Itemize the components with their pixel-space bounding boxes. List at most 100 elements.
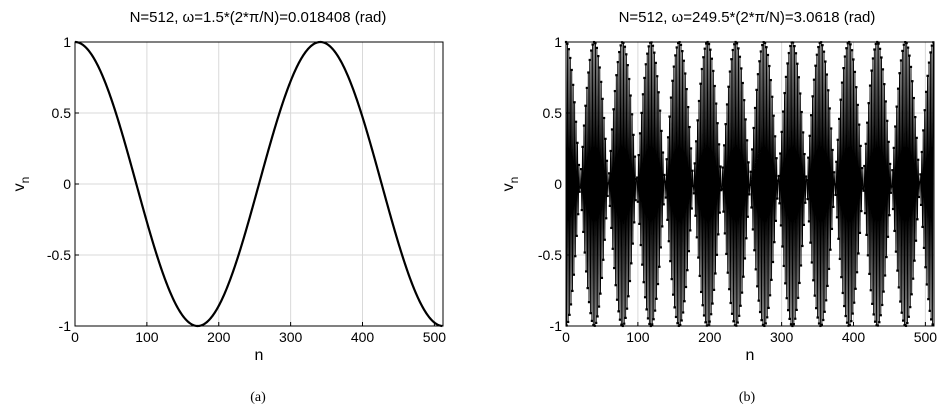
data-point — [705, 42, 708, 45]
data-point — [794, 52, 798, 55]
data-point — [759, 50, 762, 53]
data-point — [610, 128, 614, 131]
data-point — [585, 270, 588, 273]
data-point — [753, 106, 757, 110]
data-point — [569, 56, 572, 60]
data-point — [835, 216, 839, 219]
data-point — [774, 219, 777, 222]
data-point — [832, 171, 836, 174]
data-point — [608, 204, 611, 208]
y-ticks-b: 1 0.5 0 -0.5 -1 — [538, 34, 570, 334]
data-point — [922, 246, 926, 250]
data-point — [588, 58, 591, 62]
data-point — [682, 311, 685, 314]
x-axis-label-a: n — [255, 347, 264, 364]
data-point — [804, 175, 808, 178]
data-point — [670, 278, 673, 281]
data-point — [726, 271, 729, 274]
data-point — [874, 42, 877, 46]
data-point — [754, 268, 757, 271]
data-point — [738, 55, 742, 58]
x-tick-label: 300 — [279, 329, 303, 345]
data-point — [756, 73, 760, 76]
data-point — [856, 103, 859, 106]
data-point — [641, 93, 645, 96]
data-point — [658, 265, 661, 268]
data-point — [740, 67, 743, 70]
data-point — [865, 233, 868, 236]
data-point — [597, 305, 601, 308]
data-point — [906, 322, 909, 325]
data-point — [772, 114, 775, 117]
data-point — [659, 246, 662, 249]
data-point — [668, 115, 671, 118]
data-point — [830, 227, 834, 231]
data-point — [888, 214, 891, 217]
data-point — [604, 137, 607, 140]
data-point — [619, 44, 622, 47]
data-point — [751, 148, 754, 151]
data-point — [648, 322, 651, 326]
data-point — [744, 118, 747, 121]
data-point — [601, 97, 604, 100]
data-point — [632, 133, 635, 136]
series-wrap-b — [564, 40, 935, 328]
data-point — [896, 269, 899, 272]
data-point — [611, 247, 614, 250]
data-point — [712, 288, 716, 291]
data-point — [710, 313, 713, 316]
data-point — [864, 142, 867, 145]
chart-panel-a: N=512, ω=1.5*(2*π/N)=0.018408 (rad) 0 100… — [11, 9, 446, 405]
data-point — [618, 318, 622, 321]
data-point — [814, 64, 817, 67]
data-point — [871, 57, 875, 60]
data-point — [779, 224, 783, 227]
data-point — [638, 222, 641, 226]
data-point — [805, 179, 808, 182]
data-point — [710, 57, 714, 60]
data-point — [930, 318, 933, 321]
data-point — [845, 321, 849, 324]
data-point — [586, 287, 589, 290]
data-point — [579, 186, 582, 189]
data-point — [756, 285, 759, 288]
data-point — [929, 51, 932, 54]
data-point — [648, 41, 652, 44]
data-point — [694, 140, 698, 143]
data-point — [809, 241, 812, 244]
data-point — [784, 75, 788, 78]
data-point — [891, 207, 895, 211]
data-point — [840, 81, 844, 84]
data-point — [646, 52, 649, 55]
data-point — [715, 253, 719, 256]
data-point — [581, 145, 584, 148]
data-point — [644, 63, 647, 66]
data-point — [633, 155, 637, 158]
data-point — [787, 51, 790, 55]
x-tick-label: 400 — [842, 329, 866, 345]
data-point — [877, 42, 880, 45]
data-point — [920, 150, 923, 154]
data-point — [886, 235, 890, 238]
x-tick-label: 500 — [423, 329, 447, 345]
data-point — [654, 61, 657, 64]
data-point — [798, 281, 801, 285]
data-point — [699, 82, 702, 85]
data-point — [774, 135, 777, 138]
data-point — [663, 173, 666, 177]
y-axis-label-sub-a: n — [18, 177, 32, 184]
data-point — [598, 66, 601, 69]
x-tick-label: 200 — [698, 329, 722, 345]
data-point — [769, 294, 772, 297]
x-ticks-b: 0 100 200 300 400 500 — [562, 322, 937, 345]
data-point — [899, 59, 903, 62]
data-point — [748, 183, 752, 187]
y-tick-label: 0.5 — [543, 105, 563, 121]
data-point — [797, 296, 800, 299]
data-point — [771, 260, 775, 264]
data-point — [898, 72, 901, 75]
data-point — [690, 207, 693, 210]
data-point — [868, 272, 871, 276]
data-point — [908, 54, 911, 57]
data-point — [755, 88, 758, 91]
